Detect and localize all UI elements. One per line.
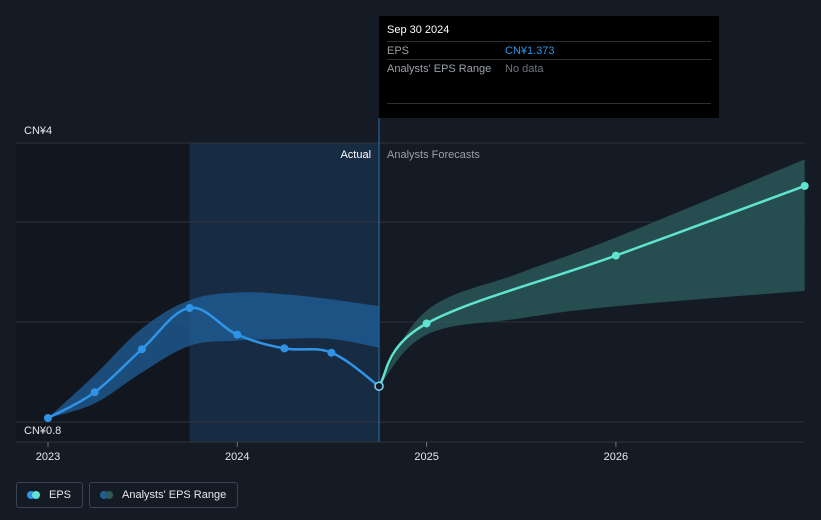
tooltip: Sep 30 2024 EPS CN¥1.373 Analysts' EPS R… [379,16,719,118]
y-axis-label-bottom: CN¥0.8 [24,425,61,437]
actual-eps-point [374,381,384,391]
tooltip-eps-label: EPS [387,44,410,57]
tooltip-date: Sep 30 2024 [387,24,450,36]
actual-eps-range-area [48,292,380,418]
forecast-eps-line [377,184,806,387]
actual-eps-point [233,330,242,339]
eps-legend-icon [27,491,41,499]
actual-eps-point [90,388,99,397]
actual-label: Actual [340,149,371,161]
x-tick-label: 2026 [604,451,628,463]
y-axis-label-top: CN¥4 [24,125,52,137]
x-tick-label: 2025 [414,451,438,463]
actual-eps-point [44,414,52,422]
x-tick-label: 2024 [225,451,249,463]
tooltip-range-row: Analysts' EPS Range No data [387,59,711,77]
forecast-eps-point [800,181,809,190]
x-tick-label: 2023 [36,451,60,463]
tooltip-eps-value: CN¥1.373 [505,44,555,57]
actual-eps-point [185,304,194,312]
forecast-eps-point [422,319,431,328]
actual-eps-line [47,306,380,420]
legend-eps-label: EPS [49,489,72,501]
legend-eps[interactable]: EPS [16,482,84,508]
forecast-eps-range-area [379,159,805,387]
tooltip-range-value: No data [505,62,544,75]
legend-eps-range[interactable]: Analysts' EPS Range [89,482,239,508]
actual-eps-point [137,345,146,354]
tooltip-spacer [387,77,711,104]
tooltip-range-label: Analysts' EPS Range [387,62,492,75]
actual-eps-point [327,348,336,357]
actual-eps-point [280,344,289,353]
legend: EPS Analysts' EPS Range [16,482,239,508]
eps-range-legend-icon [100,491,114,499]
tooltip-eps-row: EPS CN¥1.373 [387,41,711,59]
actual-highlight-band [189,143,380,442]
forecast-label: Analysts Forecasts [387,149,480,161]
legend-eps-range-label: Analysts' EPS Range [122,489,227,501]
forecast-eps-point [611,251,620,260]
